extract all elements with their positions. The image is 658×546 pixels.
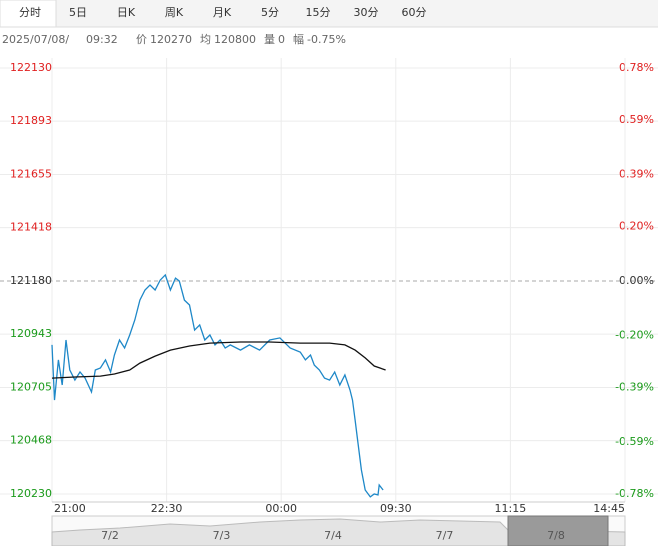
info-value: 120800 [214, 33, 256, 46]
x-tick-label: 09:30 [380, 502, 412, 515]
navigator-window[interactable] [507, 515, 609, 546]
y-tick-label: 121893 [10, 114, 52, 127]
y-tick-label: 122130 [10, 61, 52, 74]
price-line [51, 273, 384, 498]
info-label: 幅 [293, 33, 304, 46]
y-tick-label: 121418 [10, 221, 52, 234]
info-label: 量 [264, 33, 275, 46]
info-value: 120270 [150, 33, 192, 46]
y2-tick-label: -0.20% [615, 329, 654, 342]
x-tick-label: 21:00 [54, 502, 86, 515]
tab[interactable]: 月K [213, 6, 232, 19]
x-tick-label: 00:00 [265, 502, 297, 515]
info-value: -0.75% [307, 33, 346, 46]
y-tick-label: 120705 [10, 381, 52, 394]
y2-tick-label: -0.59% [615, 435, 654, 448]
tab[interactable]: 分时 [19, 6, 41, 19]
y-tick-label: 120468 [10, 434, 52, 447]
price-line [51, 341, 386, 379]
y2-tick-label: -0.39% [615, 381, 654, 394]
info-label: 均 [200, 33, 211, 46]
y2-tick-label: 0.39% [619, 168, 654, 181]
y-tick-label: 121180 [10, 274, 52, 287]
y2-tick-label: 0.78% [619, 61, 654, 74]
tab-bar [0, 0, 658, 27]
tab[interactable]: 5日 [69, 6, 87, 19]
y2-tick-label: -0.78% [615, 487, 654, 500]
active-tab [0, 0, 57, 28]
tab[interactable]: 15分 [306, 6, 331, 19]
navigator: 7/2 7/3 7/4 7/7 7/8 [51, 515, 626, 546]
y-tick-label: 120943 [10, 327, 52, 340]
info-time: 09:32 [86, 33, 118, 46]
navigator-label: 7/8 [547, 529, 565, 542]
y-tick-label: 120230 [10, 487, 52, 500]
navigator-label: 7/2 [101, 529, 119, 542]
navigator-label: 7/4 [324, 529, 342, 542]
y2-tick-label: 0.00% [619, 274, 654, 287]
y2-tick-label: 0.59% [619, 113, 654, 126]
info-value: 0 [278, 33, 285, 46]
tab[interactable]: 5分 [261, 6, 279, 19]
info-date: 2025/07/08/ [2, 33, 69, 46]
navigator-label: 7/3 [213, 529, 231, 542]
navigator-label: 7/7 [436, 529, 454, 542]
tab[interactable]: 60分 [402, 6, 427, 19]
x-tick-label: 22:30 [151, 502, 183, 515]
tab[interactable]: 日K [117, 6, 136, 19]
y-tick-label: 121655 [10, 168, 52, 181]
x-tick-label: 14:45 [593, 502, 625, 515]
y2-tick-label: 0.20% [619, 219, 654, 232]
x-tick-label: 11:15 [495, 502, 527, 515]
tab[interactable]: 周K [165, 6, 184, 19]
info-label: 价 [136, 33, 147, 46]
tab[interactable]: 30分 [354, 6, 379, 19]
